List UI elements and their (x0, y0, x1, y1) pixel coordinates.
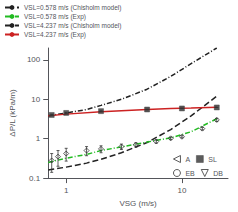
svg-text:VSG (m/s): VSG (m/s) (119, 199, 157, 208)
svg-text:ΔP/L (kPa/m): ΔP/L (kPa/m) (8, 89, 17, 137)
svg-text:DB: DB (213, 170, 223, 177)
svg-text:VSL=4.237 m/s (Exp): VSL=4.237 m/s (Exp) (24, 31, 86, 39)
svg-text:VSL=0.578 m/s (Chisholm model): VSL=0.578 m/s (Chisholm model) (24, 4, 121, 12)
svg-text:A: A (185, 156, 190, 163)
svg-text:EB: EB (185, 170, 195, 177)
svg-text:VSL=4.237 m/s (Chisholm model): VSL=4.237 m/s (Chisholm model) (24, 22, 121, 30)
svg-text:1: 1 (36, 134, 41, 143)
svg-text:10: 10 (177, 186, 186, 195)
svg-text:10: 10 (31, 95, 40, 104)
svg-text:100: 100 (27, 55, 41, 64)
svg-text:0.1: 0.1 (29, 174, 41, 183)
svg-text:1: 1 (64, 186, 69, 195)
svg-text:VSL=0.578 m/s (Exp): VSL=0.578 m/s (Exp) (24, 13, 86, 21)
svg-text:SL: SL (208, 156, 217, 163)
